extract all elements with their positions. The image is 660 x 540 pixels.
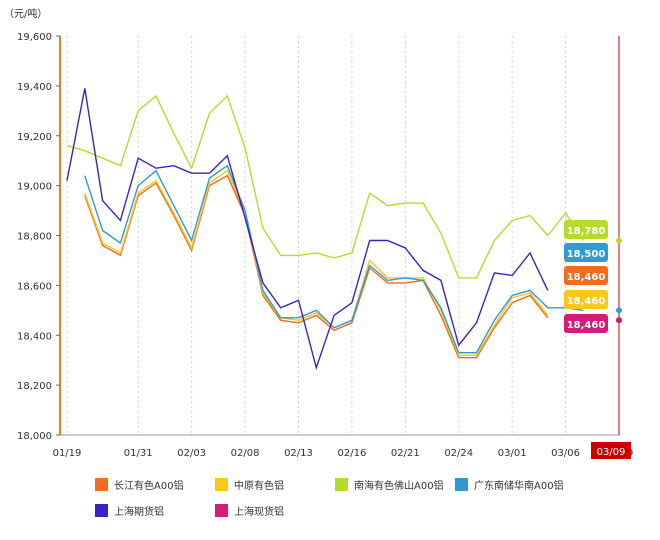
value-badge-label: 18,780	[567, 226, 606, 237]
crosshair: 03/09	[591, 36, 631, 459]
y-tick-label: 19,200	[17, 132, 52, 143]
legend-item[interactable]: 上海现货铝	[215, 502, 284, 518]
x-tick-label: 01/31	[124, 448, 153, 459]
legend-swatch	[215, 503, 228, 517]
y-axis-ticks: 18,000 18,200 18,400 18,600 18,800 19,000 19,2…	[17, 32, 60, 442]
y-tick-label: 18,800	[17, 232, 52, 243]
x-tick-label: 02/16	[337, 448, 366, 459]
x-tick-label: 02/03	[177, 448, 206, 459]
value-badge-label: 18,460	[567, 272, 606, 283]
y-tick-label: 19,400	[17, 82, 52, 93]
x-tick-label: 03/01	[498, 448, 527, 459]
crosshair-date-box	[591, 442, 631, 459]
y-tick-label: 19,600	[17, 32, 52, 43]
legend-label: 广东南储华南A00铝	[474, 480, 564, 492]
value-badge	[564, 266, 608, 285]
value-badge	[564, 314, 608, 333]
legend-swatch	[95, 477, 108, 491]
legend-item[interactable]: 长江有色A00铝	[95, 476, 184, 492]
value-badge-label: 18,460	[567, 320, 606, 331]
x-tick-label: 03/06	[551, 448, 580, 459]
series-lines	[66, 88, 619, 371]
value-badge	[564, 290, 608, 309]
x-tick-label: 02/24	[444, 448, 473, 459]
x-tick-label: 02/08	[231, 448, 260, 459]
x-tick-label: 02/13	[284, 448, 313, 459]
legend-swatch	[335, 477, 348, 491]
y-tick-label: 18,400	[17, 331, 52, 342]
grid-lines	[59, 36, 620, 436]
y-tick-label: 18,000	[17, 431, 52, 442]
value-badge	[564, 220, 608, 239]
legend-label: 上海期货铝	[114, 506, 164, 518]
crosshair-date-label: 03/09	[597, 447, 626, 458]
x-axis-ticks: 01/19 01/31 02/03 02/08 02/13 02/16 02/21 02/24…	[53, 448, 634, 459]
end-marker	[616, 237, 622, 244]
end-marker	[616, 307, 622, 314]
legend-label: 长江有色A00铝	[114, 480, 184, 492]
series-line	[85, 166, 619, 353]
end-value-labels: 18,780 18,500 18,460 18,460 18,460	[564, 220, 608, 333]
legend-item[interactable]: 广东南储华南A00铝	[455, 476, 564, 492]
legend-item[interactable]: 南海有色佛山A00铝	[335, 476, 444, 492]
legend-swatch	[215, 477, 228, 491]
y-tick-label: 19,000	[17, 182, 52, 193]
value-badge-label: 18,500	[567, 249, 606, 260]
value-badge	[564, 243, 608, 262]
value-badge-label: 18,460	[567, 296, 606, 307]
y-tick-label: 18,600	[17, 281, 52, 292]
legend-item[interactable]: 上海期货铝	[95, 502, 164, 518]
x-tick-label: 01/19	[53, 448, 82, 459]
x-tick-label: 02/21	[391, 448, 420, 459]
legend-item[interactable]: 中原有色铝	[215, 476, 284, 492]
end-marker	[616, 317, 622, 324]
legend-label: 南海有色佛山A00铝	[354, 480, 444, 492]
legend-label: 上海现货铝	[234, 506, 284, 518]
series-line	[66, 88, 549, 371]
legend-swatch	[95, 503, 108, 517]
legend-swatch	[455, 477, 468, 491]
line-chart: （元/吨） 18,000 18,200 18,400 18,600 18,800 19,0…	[4, 7, 634, 459]
y-unit-label: （元/吨）	[4, 7, 47, 20]
legend: 长江有色A00铝 中原有色铝 南海有色佛山A00铝 广东南储华南A00铝上海期货铝 上海…	[95, 476, 565, 520]
legend-label: 中原有色铝	[234, 480, 284, 492]
y-tick-label: 18,200	[17, 381, 52, 392]
